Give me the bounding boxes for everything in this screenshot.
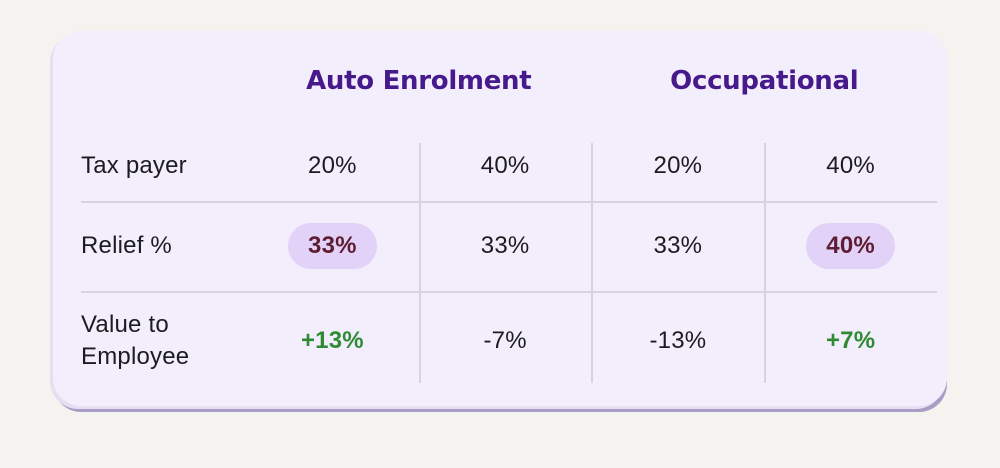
relief-cell: 33% (653, 232, 703, 259)
tax-rate-cell: 20% (308, 152, 357, 179)
employee-value-cell-positive: +7% (825, 326, 876, 354)
column-group-auto-enrolment: Auto Enrolment (306, 66, 532, 96)
tax-rate-cell: 20% (653, 152, 703, 179)
row-label-tax-payer: Tax payer (81, 152, 187, 180)
relief-highlight-pill: 40% (806, 223, 895, 269)
row-divider (81, 291, 937, 293)
tax-rate-cell: 40% (480, 152, 530, 179)
relief-cell: 40% (764, 201, 937, 291)
row-label-value-to-employee: Value to Employee (81, 310, 190, 370)
table-corner-spacer (81, 31, 246, 131)
relief-cell: 33% (480, 232, 530, 259)
employee-value-cell-positive: +13% (300, 326, 364, 354)
column-divider (419, 143, 421, 383)
column-divider (591, 143, 593, 383)
relief-cell: 33% (246, 201, 419, 291)
pension-tax-relief-table-card: Auto Enrolment Occupational Tax payer 20… (53, 31, 947, 406)
column-divider (764, 143, 766, 383)
row-divider (81, 201, 937, 203)
row-label-relief-percent: Relief % (81, 232, 172, 260)
tax-rate-cell: 40% (826, 152, 875, 179)
employee-value-cell: -13% (649, 326, 707, 354)
column-group-occupational: Occupational (670, 66, 859, 96)
relief-highlight-pill: 33% (288, 223, 377, 269)
employee-value-cell: -7% (483, 326, 527, 354)
comparison-table: Auto Enrolment Occupational Tax payer 20… (81, 31, 937, 390)
